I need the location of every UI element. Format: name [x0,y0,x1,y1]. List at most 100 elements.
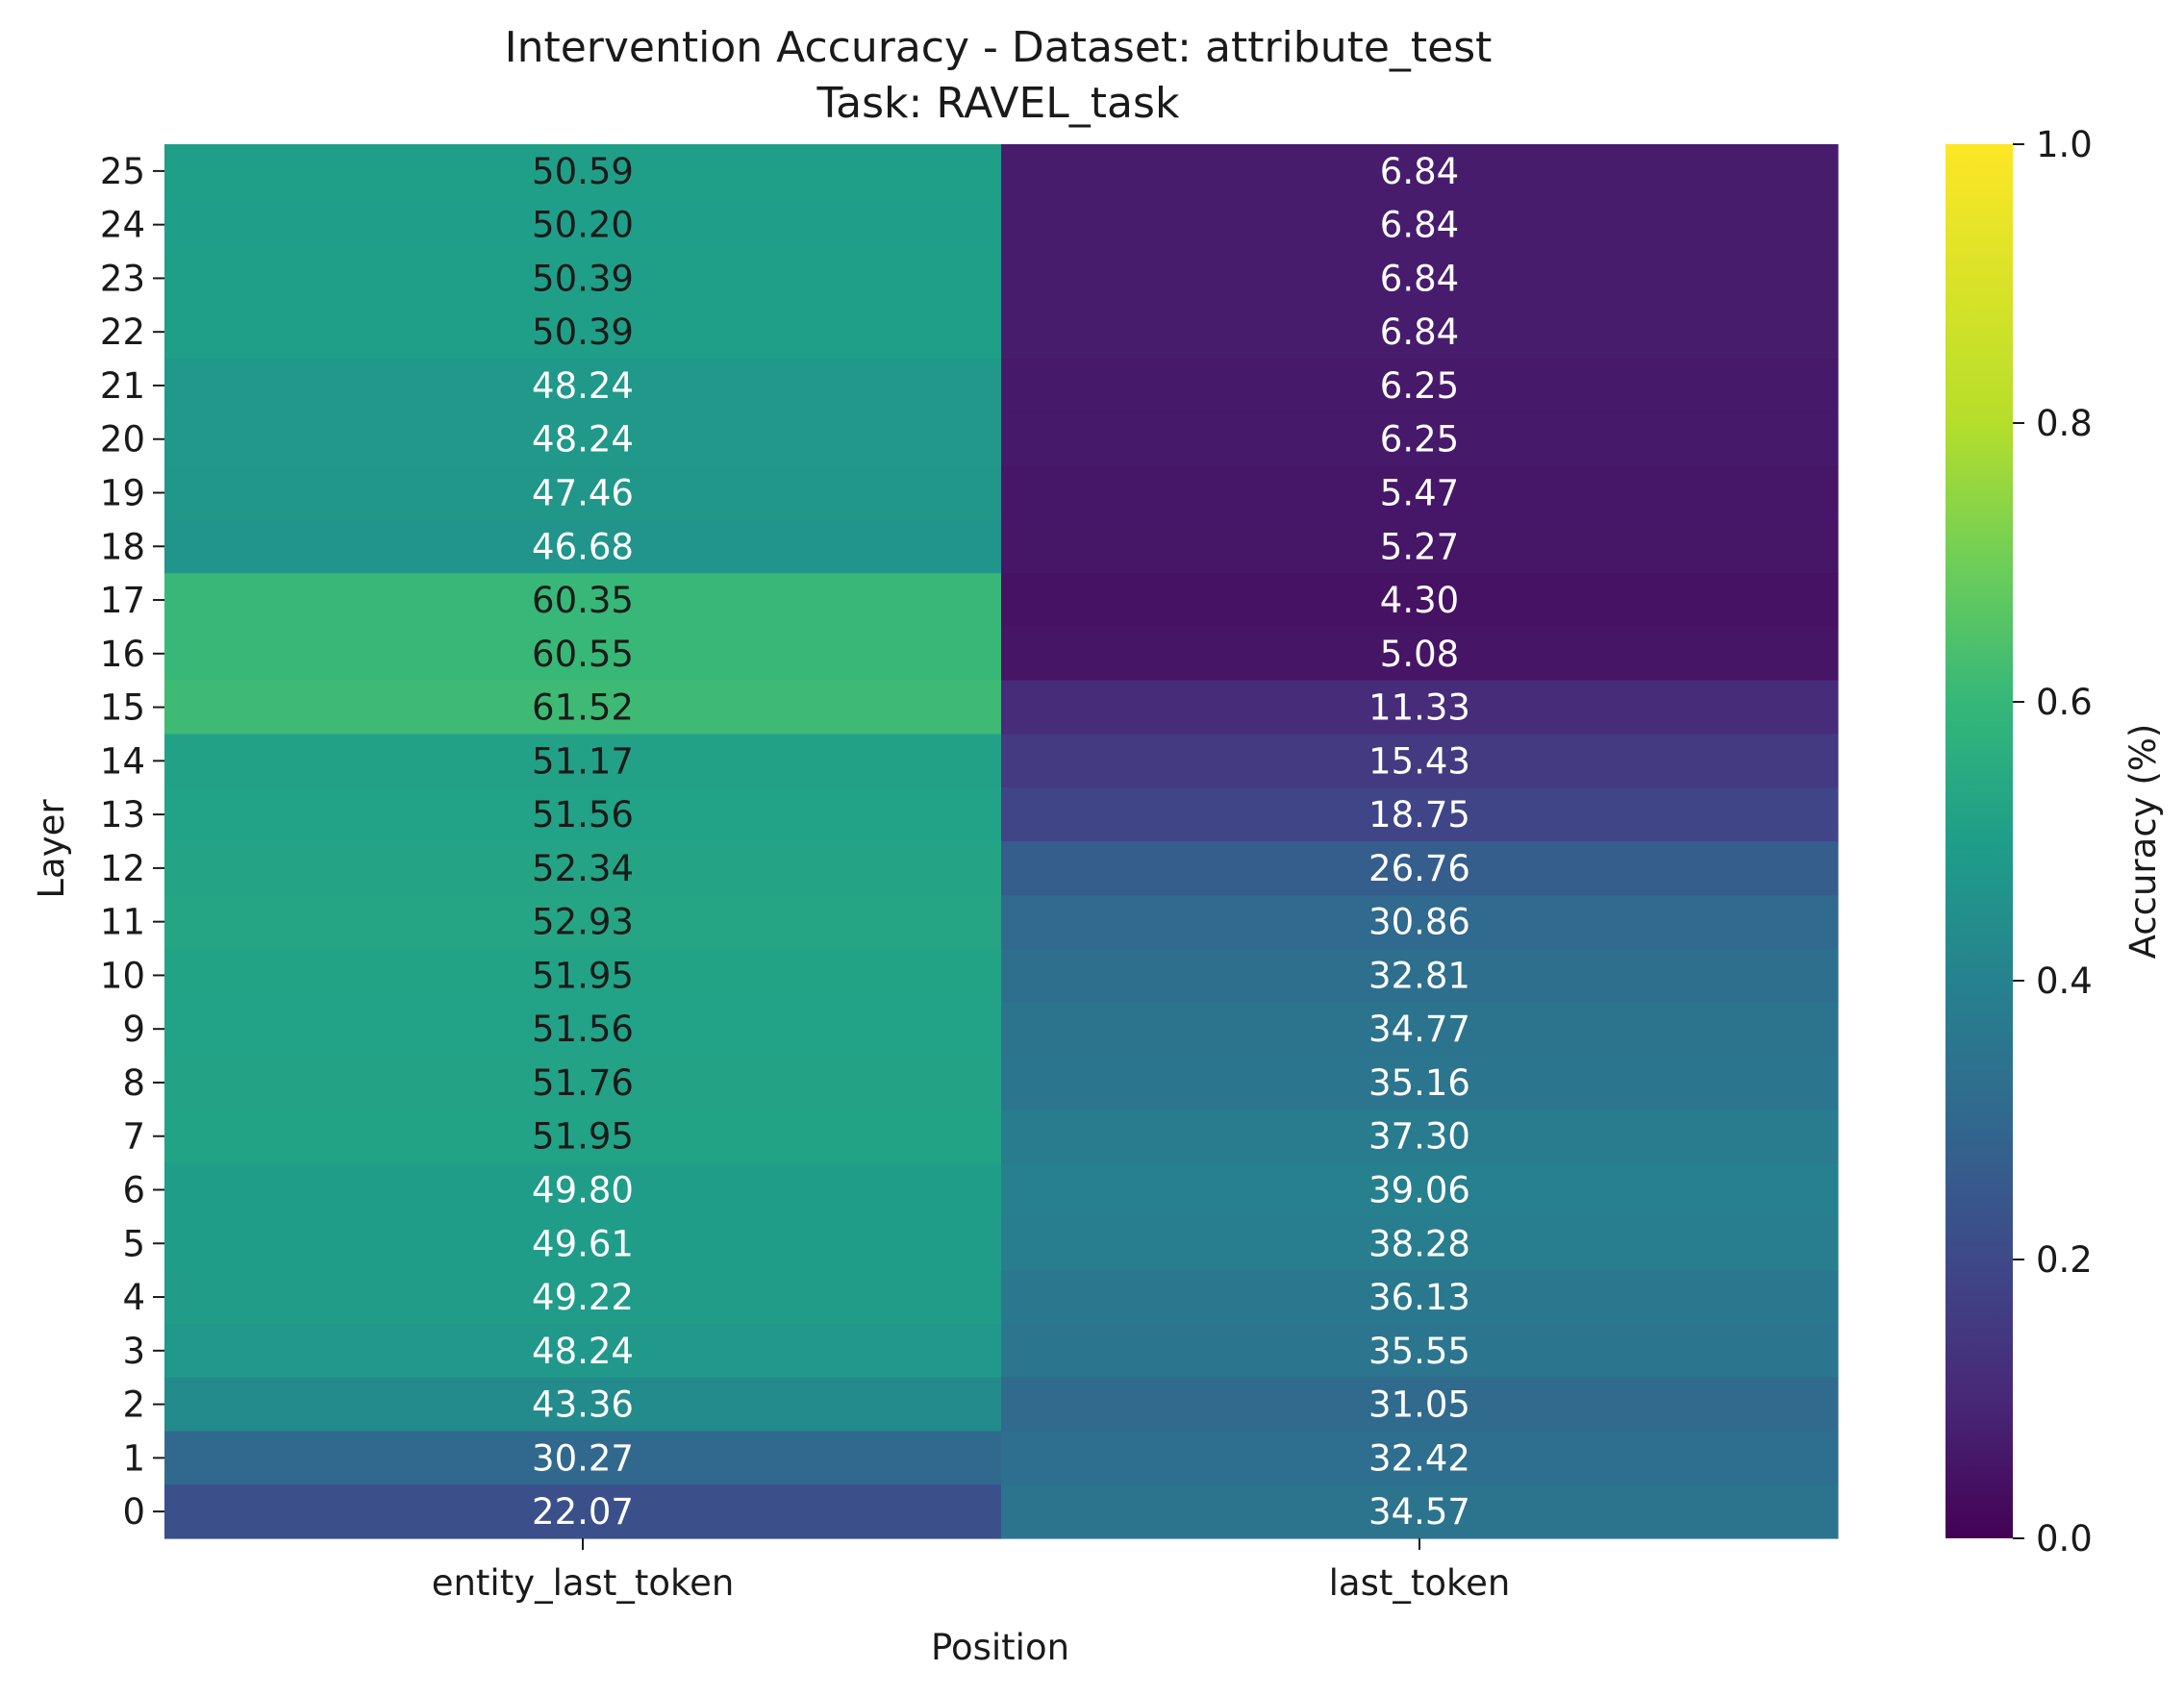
heatmap-cell [1001,412,1839,467]
heatmap-cell [164,894,1002,950]
cell-value-label: 51.76 [532,1062,634,1104]
colorbar [1946,144,2013,1538]
cell-value-label: 51.17 [532,740,634,782]
heatmap-cell [1001,841,1839,896]
y-tick-label: 4 [122,1277,145,1318]
cell-value-label: 48.24 [532,419,634,461]
heatmap-cell [164,1056,1002,1110]
cell-value-label: 50.20 [532,205,634,246]
cell-value-label: 50.39 [532,312,634,353]
heatmap-cell [1001,1216,1839,1271]
heatmap-cell [164,1323,1002,1379]
heatmap-cell [164,1377,1002,1433]
x-axis-ticks: entity_last_token last_token [432,1538,1511,1604]
heatmap-cell [1001,251,1839,306]
colorbar-tick-label: 0.6 [2036,682,2093,723]
cell-value-label: 30.86 [1368,902,1470,943]
heatmap-cell [1001,1431,1839,1485]
heatmap-cell [164,412,1002,467]
heatmap-cell [1001,948,1839,1003]
heatmap-cell [1001,197,1839,253]
y-tick-label: 2 [122,1384,145,1426]
y-tick-label: 20 [100,419,145,461]
heatmap-cell [164,841,1002,896]
heatmap-cell [164,1109,1002,1164]
heatmap-cell [1001,359,1839,413]
cell-value-label: 38.28 [1368,1223,1470,1264]
heatmap-cell [164,734,1002,788]
heatmap-cell [164,359,1002,413]
colorbar-tick-label: 0.8 [2036,403,2093,444]
y-tick-label: 25 [100,151,145,192]
cell-value-label: 61.52 [532,687,634,729]
y-tick-label: 16 [100,634,145,675]
cell-value-label: 30.27 [532,1437,634,1479]
heatmap-cell [164,573,1002,628]
heatmap-cell [1001,894,1839,950]
heatmap-cell [1001,787,1839,842]
heatmap-cell [164,948,1002,1003]
heatmap-cell [1001,465,1839,520]
cell-value-label: 34.57 [1368,1491,1470,1533]
cell-value-label: 51.95 [532,1116,634,1158]
cell-value-label: 49.80 [532,1170,634,1211]
cell-value-label: 47.46 [532,473,634,514]
colorbar-ticks: 0.0 0.2 0.4 0.6 0.8 1.0 [2013,124,2093,1559]
cell-value-label: 37.30 [1368,1116,1470,1158]
heatmap-cell [1001,573,1839,628]
heatmap-cell [1001,1056,1839,1110]
heatmap-cell [164,1162,1002,1217]
cell-value-label: 52.93 [532,902,634,943]
heatmap-cell [1001,1270,1839,1325]
x-tick-label: last_token [1329,1562,1511,1604]
cell-value-label: 34.77 [1368,1009,1470,1050]
x-axis-label: Position [931,1627,1069,1668]
heatmap-cell [1001,680,1839,736]
heatmap-cell [1001,305,1839,360]
heatmap-cell [1001,626,1839,682]
cell-value-label: 26.76 [1368,848,1470,889]
heatmap-cell [1001,519,1839,574]
cell-value-label: 60.55 [532,634,634,675]
heatmap-cell [164,680,1002,736]
colorbar-tick-label: 0.0 [2036,1518,2093,1559]
heatmap-cell [164,251,1002,306]
y-tick-label: 18 [100,526,145,567]
colorbar-tick-label: 0.2 [2036,1239,2093,1281]
heatmap-cell [164,465,1002,520]
heatmap-cell [1001,1002,1839,1057]
cell-value-label: 5.08 [1380,634,1459,675]
heatmap-cell [1001,1323,1839,1379]
cell-value-label: 43.36 [532,1384,634,1426]
y-tick-label: 14 [100,740,145,782]
y-tick-label: 13 [100,794,145,836]
y-tick-label: 6 [122,1170,145,1211]
cell-value-label: 35.16 [1368,1062,1470,1104]
y-tick-label: 11 [100,902,145,943]
heatmap-cell [164,1484,1002,1539]
cell-value-label: 48.24 [532,1331,634,1372]
y-tick-label: 3 [122,1331,145,1372]
y-axis-label: Layer [31,799,72,899]
cell-value-label: 50.39 [532,258,634,299]
cell-value-label: 36.13 [1368,1277,1470,1318]
cell-value-label: 39.06 [1368,1170,1470,1211]
y-tick-label: 15 [100,687,145,729]
heatmap-cell [164,1002,1002,1057]
cell-value-label: 51.95 [532,955,634,996]
cell-value-label: 18.75 [1368,794,1470,836]
cell-value-label: 6.84 [1380,205,1459,246]
heatmap-cell [1001,1377,1839,1433]
heatmap-cell [1001,1162,1839,1217]
heatmap-cell [164,1270,1002,1325]
cell-value-label: 15.43 [1368,740,1470,782]
cell-value-label: 51.56 [532,1009,634,1050]
heatmap-cell [1001,1109,1839,1164]
y-axis-ticks: 2524232221201918171615141312111098765432… [100,151,164,1533]
cell-value-label: 50.59 [532,151,634,192]
cell-value-label: 49.61 [532,1223,634,1264]
y-tick-label: 5 [122,1223,145,1264]
cell-value-label: 5.47 [1380,473,1459,514]
cell-value-label: 52.34 [532,848,634,889]
